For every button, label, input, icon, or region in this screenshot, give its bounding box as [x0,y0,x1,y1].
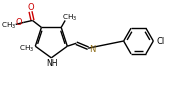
Text: O: O [27,3,34,12]
Text: O: O [16,18,23,27]
Text: CH$_3$: CH$_3$ [19,44,34,54]
Text: Cl: Cl [156,37,165,45]
Text: NH: NH [47,59,58,68]
Text: N: N [89,45,96,54]
Text: CH$_3$: CH$_3$ [1,20,16,31]
Text: CH$_3$: CH$_3$ [62,12,78,23]
